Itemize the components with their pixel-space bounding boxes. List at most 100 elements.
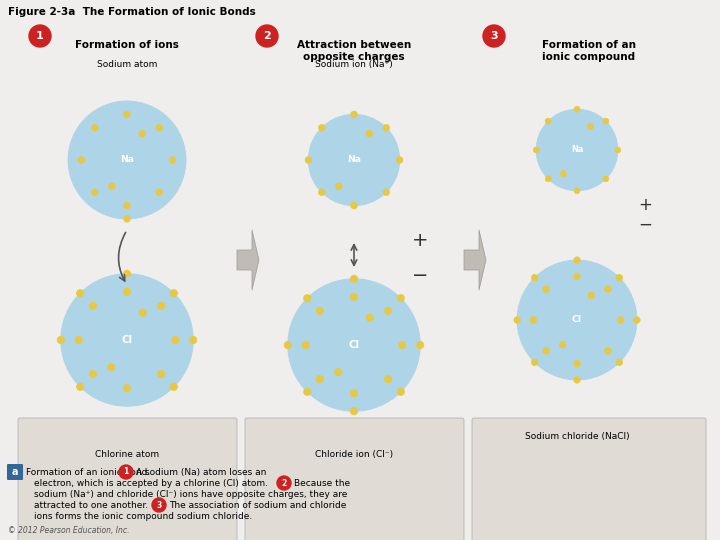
Circle shape [603,118,609,124]
Text: The association of sodium and chloride: The association of sodium and chloride [169,501,346,510]
Circle shape [89,302,96,309]
Text: 3: 3 [156,501,161,510]
Circle shape [109,183,115,190]
FancyBboxPatch shape [18,418,237,540]
Circle shape [96,130,158,191]
Circle shape [61,274,193,406]
Circle shape [189,336,197,343]
Circle shape [605,286,611,293]
Circle shape [124,215,130,222]
Circle shape [616,359,623,366]
Circle shape [397,294,405,302]
Circle shape [396,157,403,163]
Circle shape [78,157,85,163]
Circle shape [170,289,177,297]
Circle shape [545,118,551,124]
Text: © 2012 Pearson Education, Inc.: © 2012 Pearson Education, Inc. [8,526,130,535]
Text: Sodium chloride (NaCl): Sodium chloride (NaCl) [525,432,629,441]
Circle shape [284,341,292,349]
Circle shape [543,348,549,354]
Text: 1: 1 [123,468,129,476]
Text: 2: 2 [282,478,287,488]
Text: Cl: Cl [572,315,582,325]
Circle shape [158,302,165,309]
Circle shape [536,109,618,191]
Text: Na: Na [120,156,134,165]
Circle shape [530,316,536,323]
Circle shape [351,275,358,282]
Text: Formation of an ionic bond.: Formation of an ionic bond. [26,468,150,477]
FancyBboxPatch shape [245,418,464,540]
Circle shape [531,274,538,281]
Circle shape [124,111,130,118]
Circle shape [384,375,392,383]
Circle shape [366,314,374,321]
Circle shape [383,124,390,131]
Circle shape [336,183,342,190]
Text: Sodium ion (Na⁺): Sodium ion (Na⁺) [315,60,393,69]
Circle shape [337,143,371,177]
Text: +: + [412,231,428,249]
Circle shape [318,189,325,195]
Circle shape [574,376,580,383]
Circle shape [91,124,98,131]
Circle shape [123,288,130,295]
Polygon shape [237,230,259,290]
Circle shape [139,130,145,137]
Circle shape [91,189,98,195]
Circle shape [170,383,177,390]
Circle shape [68,101,186,219]
Circle shape [615,147,621,153]
Text: attracted to one another.: attracted to one another. [34,501,148,510]
Text: Cl: Cl [348,340,359,350]
Circle shape [514,316,521,323]
Circle shape [335,369,342,376]
Circle shape [304,388,311,395]
Text: Sodium atom: Sodium atom [96,60,157,69]
Circle shape [156,124,163,131]
Circle shape [277,476,291,490]
Circle shape [616,274,623,281]
Circle shape [302,341,310,349]
Circle shape [517,260,637,380]
Circle shape [588,292,595,299]
Text: Na: Na [571,145,583,154]
Circle shape [108,321,146,359]
Circle shape [123,270,130,278]
Circle shape [305,157,312,163]
Circle shape [588,124,593,130]
Text: Chlorine atom: Chlorine atom [95,450,159,459]
Circle shape [304,294,311,302]
Circle shape [316,307,323,314]
Circle shape [574,188,580,194]
Circle shape [399,341,406,349]
Text: +: + [638,196,652,214]
Circle shape [351,202,357,209]
Circle shape [384,307,392,314]
Circle shape [110,143,144,177]
Circle shape [306,296,402,393]
Circle shape [124,202,130,209]
Text: Figure 2-3a  The Formation of Ionic Bonds: Figure 2-3a The Formation of Ionic Bonds [8,7,256,17]
Text: electron, which is accepted by a chlorine (Cl) atom.: electron, which is accepted by a chlorin… [34,479,268,488]
Circle shape [531,359,538,366]
Text: Because the: Because the [294,479,350,488]
Circle shape [89,370,96,378]
Circle shape [57,336,65,343]
Circle shape [139,309,146,316]
Circle shape [560,303,594,337]
Circle shape [574,273,580,280]
Circle shape [550,123,604,177]
Text: −: − [412,266,428,285]
Circle shape [169,157,176,163]
Circle shape [549,292,606,348]
Circle shape [158,370,165,378]
Circle shape [383,189,390,195]
Text: a: a [12,467,18,477]
Circle shape [96,308,158,372]
Text: Attraction between
opposite charges: Attraction between opposite charges [297,40,411,62]
Circle shape [318,124,325,131]
FancyBboxPatch shape [7,464,23,480]
Circle shape [559,341,566,348]
Circle shape [603,176,609,182]
